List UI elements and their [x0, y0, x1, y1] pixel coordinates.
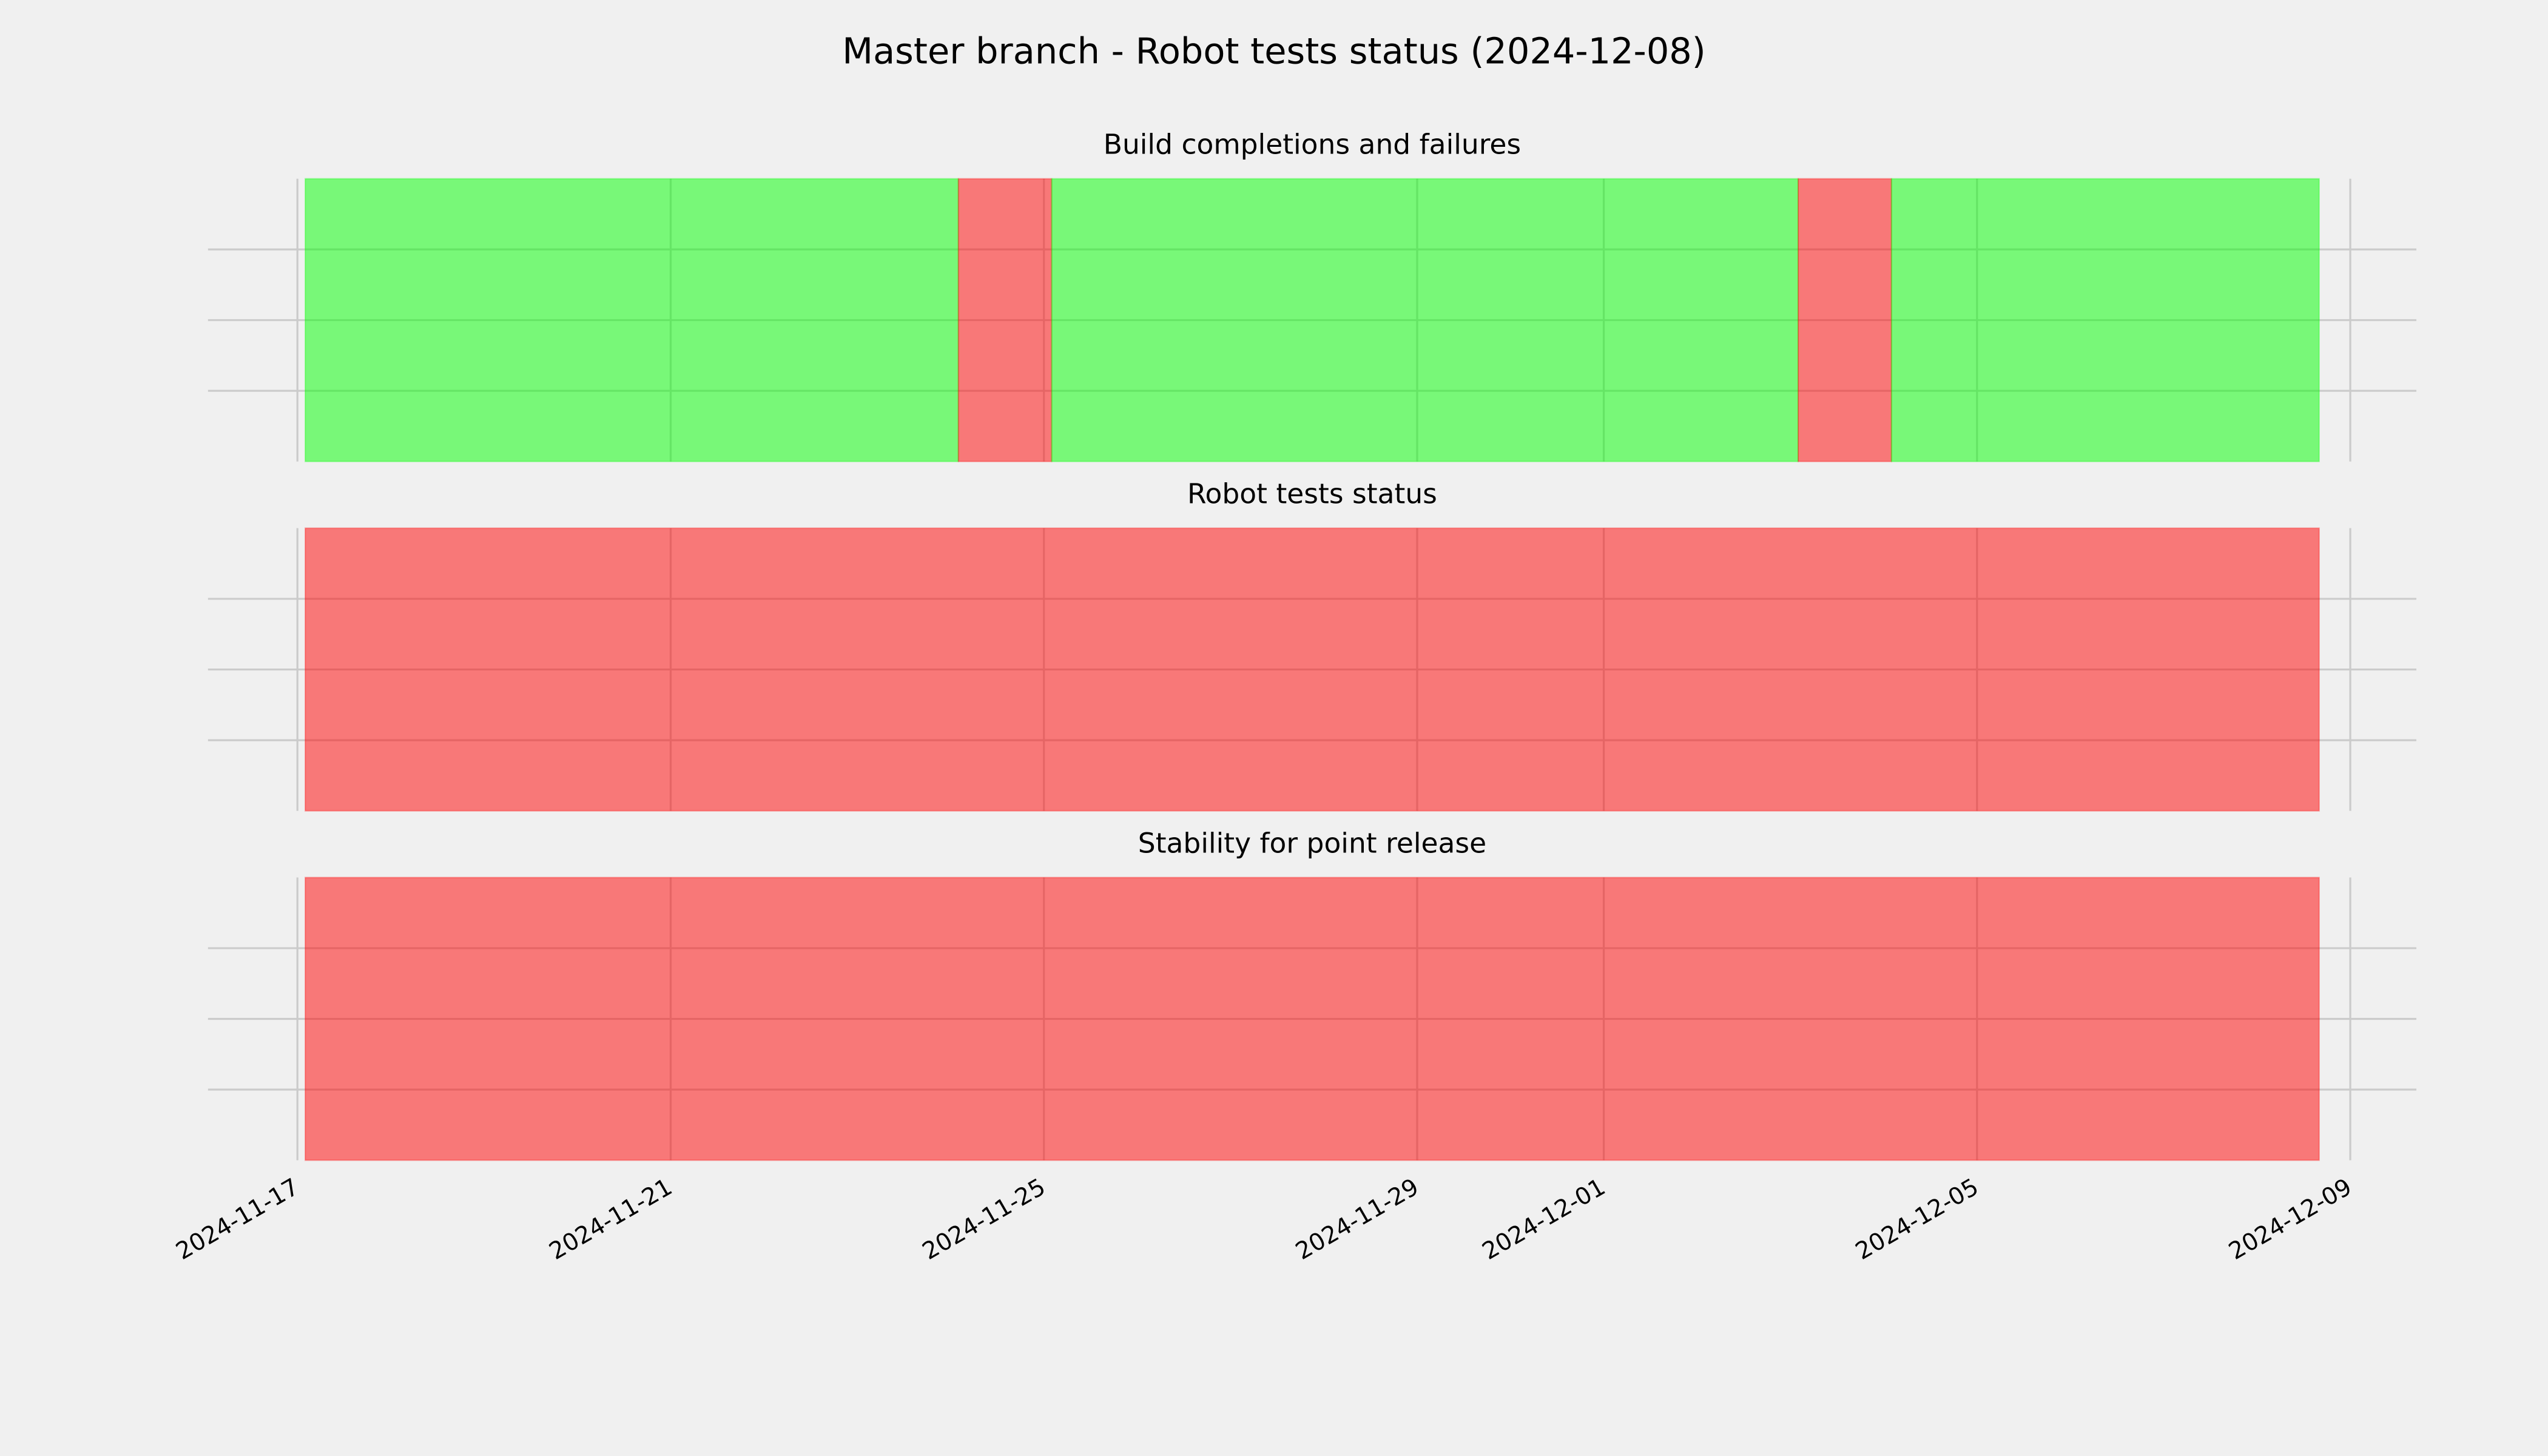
subplot-title: Build completions and failures	[1104, 129, 1521, 161]
status-span	[1051, 178, 1799, 462]
figure-title: Master branch - Robot tests status (2024…	[842, 30, 1705, 72]
status-span	[957, 178, 1053, 462]
subplot-title: Stability for point release	[1138, 827, 1486, 859]
subplot-title: Robot tests status	[1187, 477, 1437, 510]
status-span	[1797, 178, 1892, 462]
status-span	[305, 178, 959, 462]
status-span	[1890, 178, 2320, 462]
status-span	[305, 527, 2320, 812]
status-span	[305, 877, 2320, 1161]
